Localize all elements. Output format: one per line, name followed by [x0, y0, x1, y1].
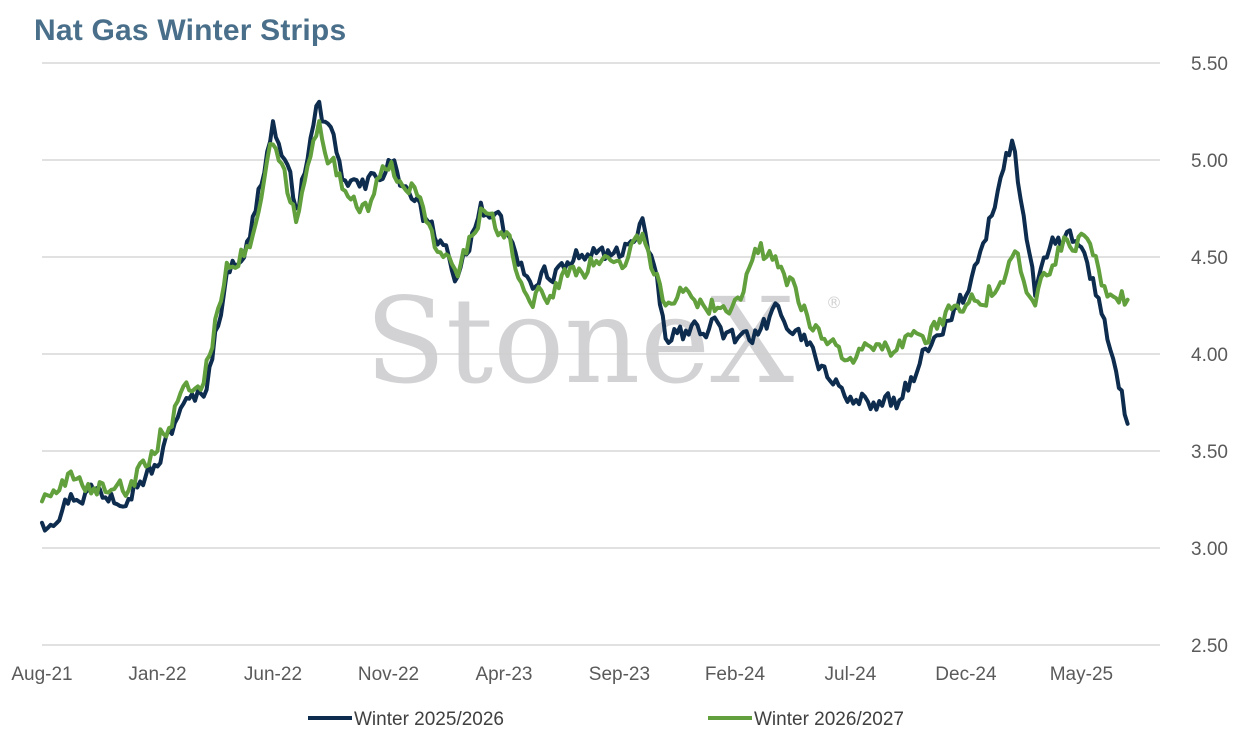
legend-label: Winter 2026/2027: [754, 709, 904, 730]
x-tick-label: Sep-23: [589, 664, 650, 685]
x-tick-label: Jan-22: [128, 664, 186, 685]
x-tick-label: May-25: [1050, 664, 1113, 685]
x-tick-label: Aug-21: [11, 664, 72, 685]
x-tick-label: Dec-24: [935, 664, 997, 685]
legend-label: Winter 2025/2026: [354, 709, 504, 730]
series-line: [40, 119, 1130, 504]
x-tick-label: Jul-24: [825, 664, 877, 685]
x-tick-label: Feb-24: [705, 664, 766, 685]
x-tick-label: Apr-23: [475, 664, 532, 685]
legend: Winter 2025/2026 Winter 2026/2027: [308, 709, 904, 730]
x-tick-label: Nov-22: [358, 664, 419, 685]
gridlines: [42, 62, 1160, 646]
x-tick-label: Jun-22: [244, 664, 302, 685]
y-tick-label: 4.00: [1191, 345, 1228, 366]
y-tick-label: 5.50: [1191, 54, 1228, 75]
series-lines: [40, 99, 1130, 533]
y-axis-tick-labels: 5.50 5.00 4.50 4.00 3.50 3.00 2.50: [1191, 54, 1228, 657]
watermark-text: StoneX: [365, 272, 794, 410]
y-tick-label: 5.00: [1191, 151, 1228, 172]
watermark: StoneX ®: [365, 272, 842, 410]
y-tick-label: 4.50: [1191, 248, 1228, 269]
chart-title: Nat Gas Winter Strips: [34, 14, 347, 47]
y-tick-label: 3.50: [1191, 442, 1228, 463]
y-tick-label: 2.50: [1191, 636, 1228, 657]
y-tick-label: 3.00: [1191, 539, 1228, 560]
x-axis-tick-labels: Aug-21 Jan-22 Jun-22 Nov-22 Apr-23 Sep-23 Feb-…: [11, 664, 1113, 685]
watermark-registered-mark: ®: [826, 293, 842, 312]
